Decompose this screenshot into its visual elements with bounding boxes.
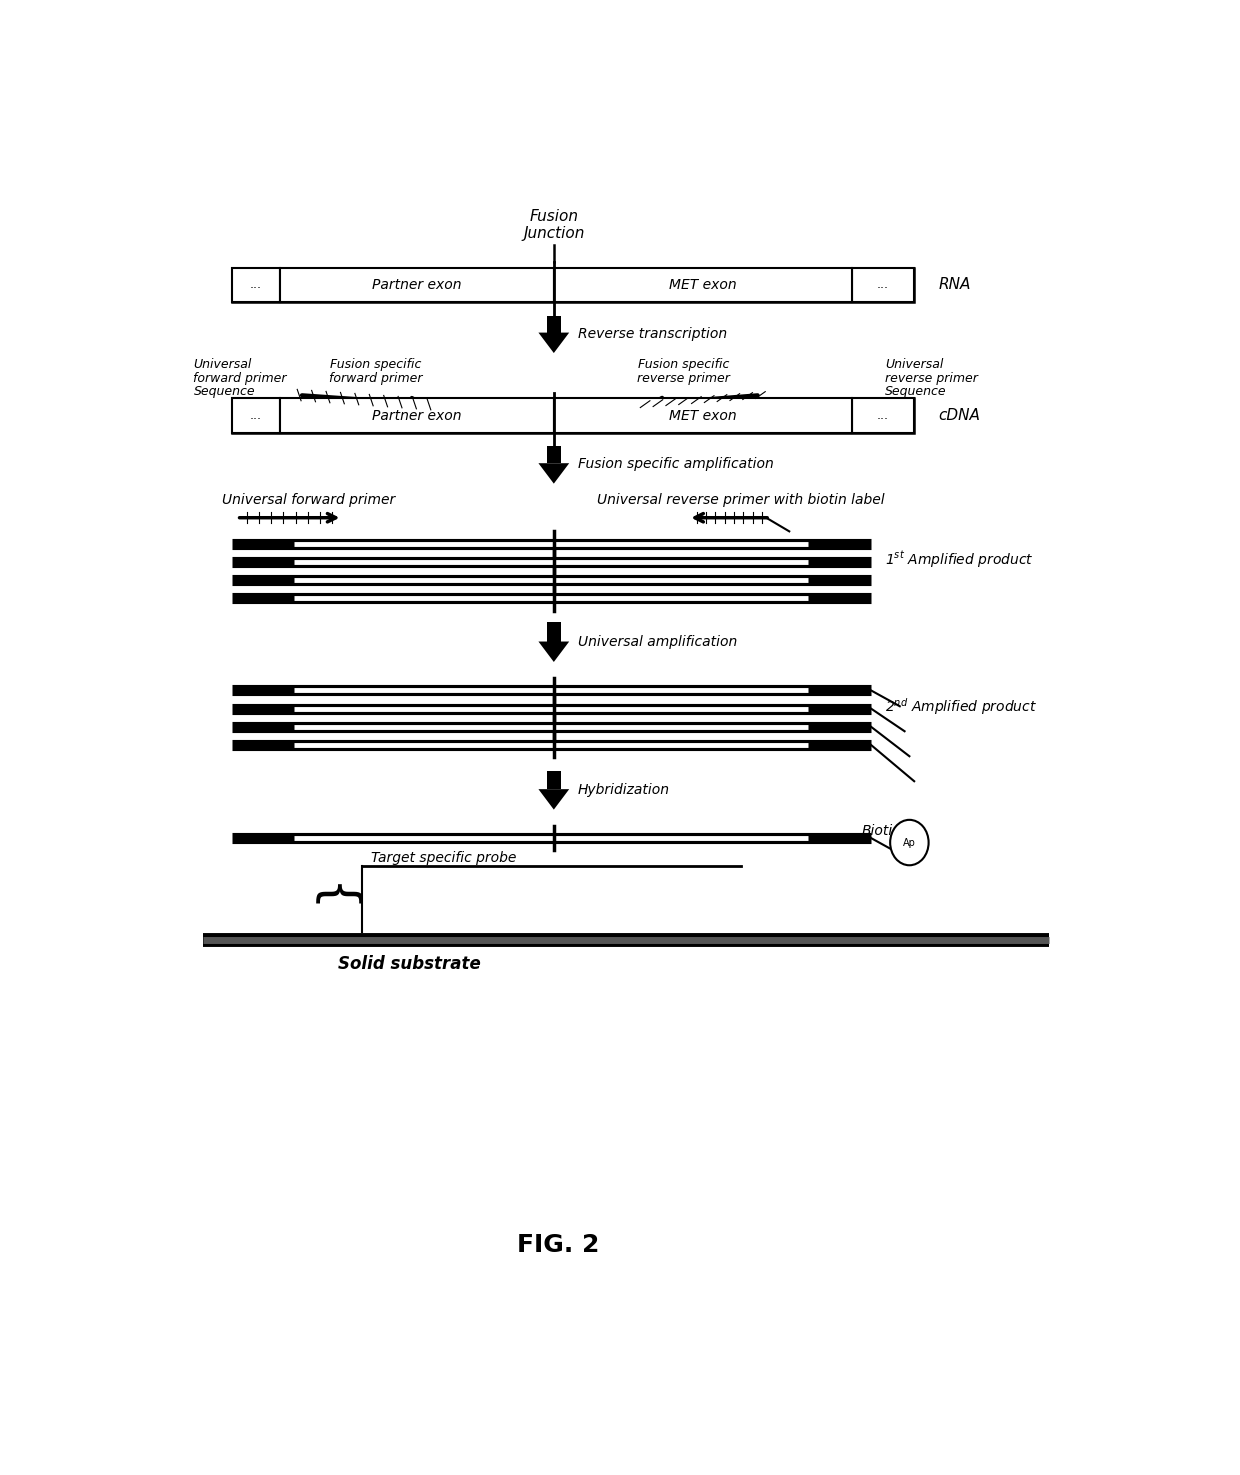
Bar <box>280 268 554 302</box>
Bar <box>232 268 914 302</box>
Polygon shape <box>538 332 569 353</box>
Polygon shape <box>538 642 569 662</box>
Text: FIG. 2: FIG. 2 <box>517 1233 600 1257</box>
Text: Partner exon: Partner exon <box>372 409 461 422</box>
Text: reverse primer: reverse primer <box>885 372 978 385</box>
Bar <box>554 268 852 302</box>
Bar <box>547 445 560 463</box>
Text: 2$^{nd}$ Amplified product: 2$^{nd}$ Amplified product <box>885 696 1038 717</box>
Text: ...: ... <box>877 409 889 422</box>
Text: Hybridization: Hybridization <box>578 783 670 798</box>
Polygon shape <box>538 789 569 810</box>
Circle shape <box>890 820 929 866</box>
Text: RNA: RNA <box>939 277 971 292</box>
Bar <box>547 771 560 789</box>
Text: Target specific probe: Target specific probe <box>371 851 517 866</box>
Text: Universal: Universal <box>193 358 252 370</box>
Text: Universal: Universal <box>885 358 944 370</box>
Text: Fusion specific amplification: Fusion specific amplification <box>578 457 774 472</box>
Text: 1$^{st}$ Amplified product: 1$^{st}$ Amplified product <box>885 550 1034 569</box>
Text: Biotin: Biotin <box>862 825 901 838</box>
Text: Fusion specific: Fusion specific <box>330 358 422 370</box>
Text: Sequence: Sequence <box>193 385 255 398</box>
Text: cDNA: cDNA <box>939 409 980 423</box>
Bar <box>232 398 914 432</box>
Bar <box>232 398 914 432</box>
Bar <box>232 268 280 302</box>
Text: Solid substrate: Solid substrate <box>337 956 480 974</box>
Bar <box>280 398 554 432</box>
Text: forward primer: forward primer <box>330 372 423 385</box>
Bar <box>547 316 560 332</box>
Bar <box>547 622 560 642</box>
Text: Junction: Junction <box>523 226 584 242</box>
Text: Fusion specific: Fusion specific <box>637 358 729 370</box>
Bar <box>852 268 914 302</box>
Text: ...: ... <box>250 279 262 292</box>
Polygon shape <box>538 463 569 484</box>
Text: forward primer: forward primer <box>193 372 286 385</box>
Text: MET exon: MET exon <box>668 409 737 422</box>
Text: {: { <box>309 884 357 914</box>
Text: MET exon: MET exon <box>668 277 737 292</box>
Text: Partner exon: Partner exon <box>372 277 461 292</box>
Text: Universal reverse primer with biotin label: Universal reverse primer with biotin lab… <box>596 493 884 506</box>
Bar <box>852 398 914 432</box>
Text: Universal amplification: Universal amplification <box>578 634 737 649</box>
Text: ...: ... <box>250 409 262 422</box>
Bar <box>554 398 852 432</box>
Text: reverse primer: reverse primer <box>637 372 730 385</box>
Bar <box>232 398 280 432</box>
Text: Sequence: Sequence <box>885 385 947 398</box>
Bar <box>232 268 914 302</box>
Text: Universal forward primer: Universal forward primer <box>222 493 396 506</box>
Text: Reverse transcription: Reverse transcription <box>578 327 727 341</box>
Text: ...: ... <box>877 279 889 292</box>
Text: Fusion: Fusion <box>529 209 578 224</box>
Text: Ap: Ap <box>903 838 916 848</box>
